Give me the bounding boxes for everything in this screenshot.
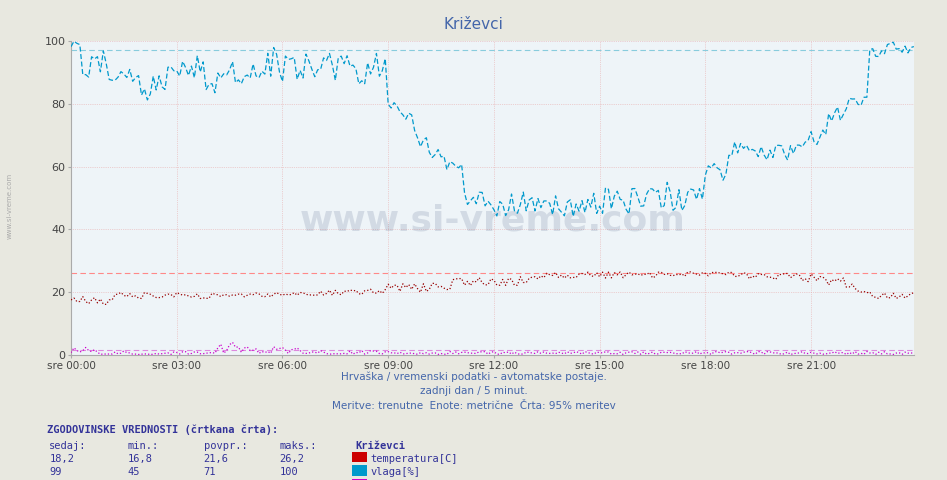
Text: Križevci: Križevci — [355, 441, 405, 451]
Text: ZGODOVINSKE VREDNOSTI (črtkana črta):: ZGODOVINSKE VREDNOSTI (črtkana črta): — [47, 425, 278, 435]
Text: temperatura[C]: temperatura[C] — [370, 454, 457, 464]
Text: 100: 100 — [279, 467, 298, 477]
Text: sedaj:: sedaj: — [49, 441, 87, 451]
Text: www.si-vreme.com: www.si-vreme.com — [299, 203, 686, 237]
Text: 16,8: 16,8 — [128, 454, 152, 464]
Text: Hrvaška / vremenski podatki - avtomatske postaje.: Hrvaška / vremenski podatki - avtomatske… — [341, 372, 606, 383]
Text: Meritve: trenutne  Enote: metrične  Črta: 95% meritev: Meritve: trenutne Enote: metrične Črta: … — [331, 401, 616, 411]
Text: min.:: min.: — [128, 441, 159, 451]
Text: maks.:: maks.: — [279, 441, 317, 451]
Text: 18,2: 18,2 — [49, 454, 74, 464]
Text: povpr.:: povpr.: — [204, 441, 247, 451]
Text: 45: 45 — [128, 467, 140, 477]
Text: 21,6: 21,6 — [204, 454, 228, 464]
Text: 26,2: 26,2 — [279, 454, 304, 464]
Text: 99: 99 — [49, 467, 62, 477]
Text: 71: 71 — [204, 467, 216, 477]
Text: Križevci: Križevci — [443, 17, 504, 32]
Text: zadnji dan / 5 minut.: zadnji dan / 5 minut. — [420, 386, 527, 396]
Text: www.si-vreme.com: www.si-vreme.com — [7, 173, 12, 240]
Text: vlaga[%]: vlaga[%] — [370, 467, 420, 477]
